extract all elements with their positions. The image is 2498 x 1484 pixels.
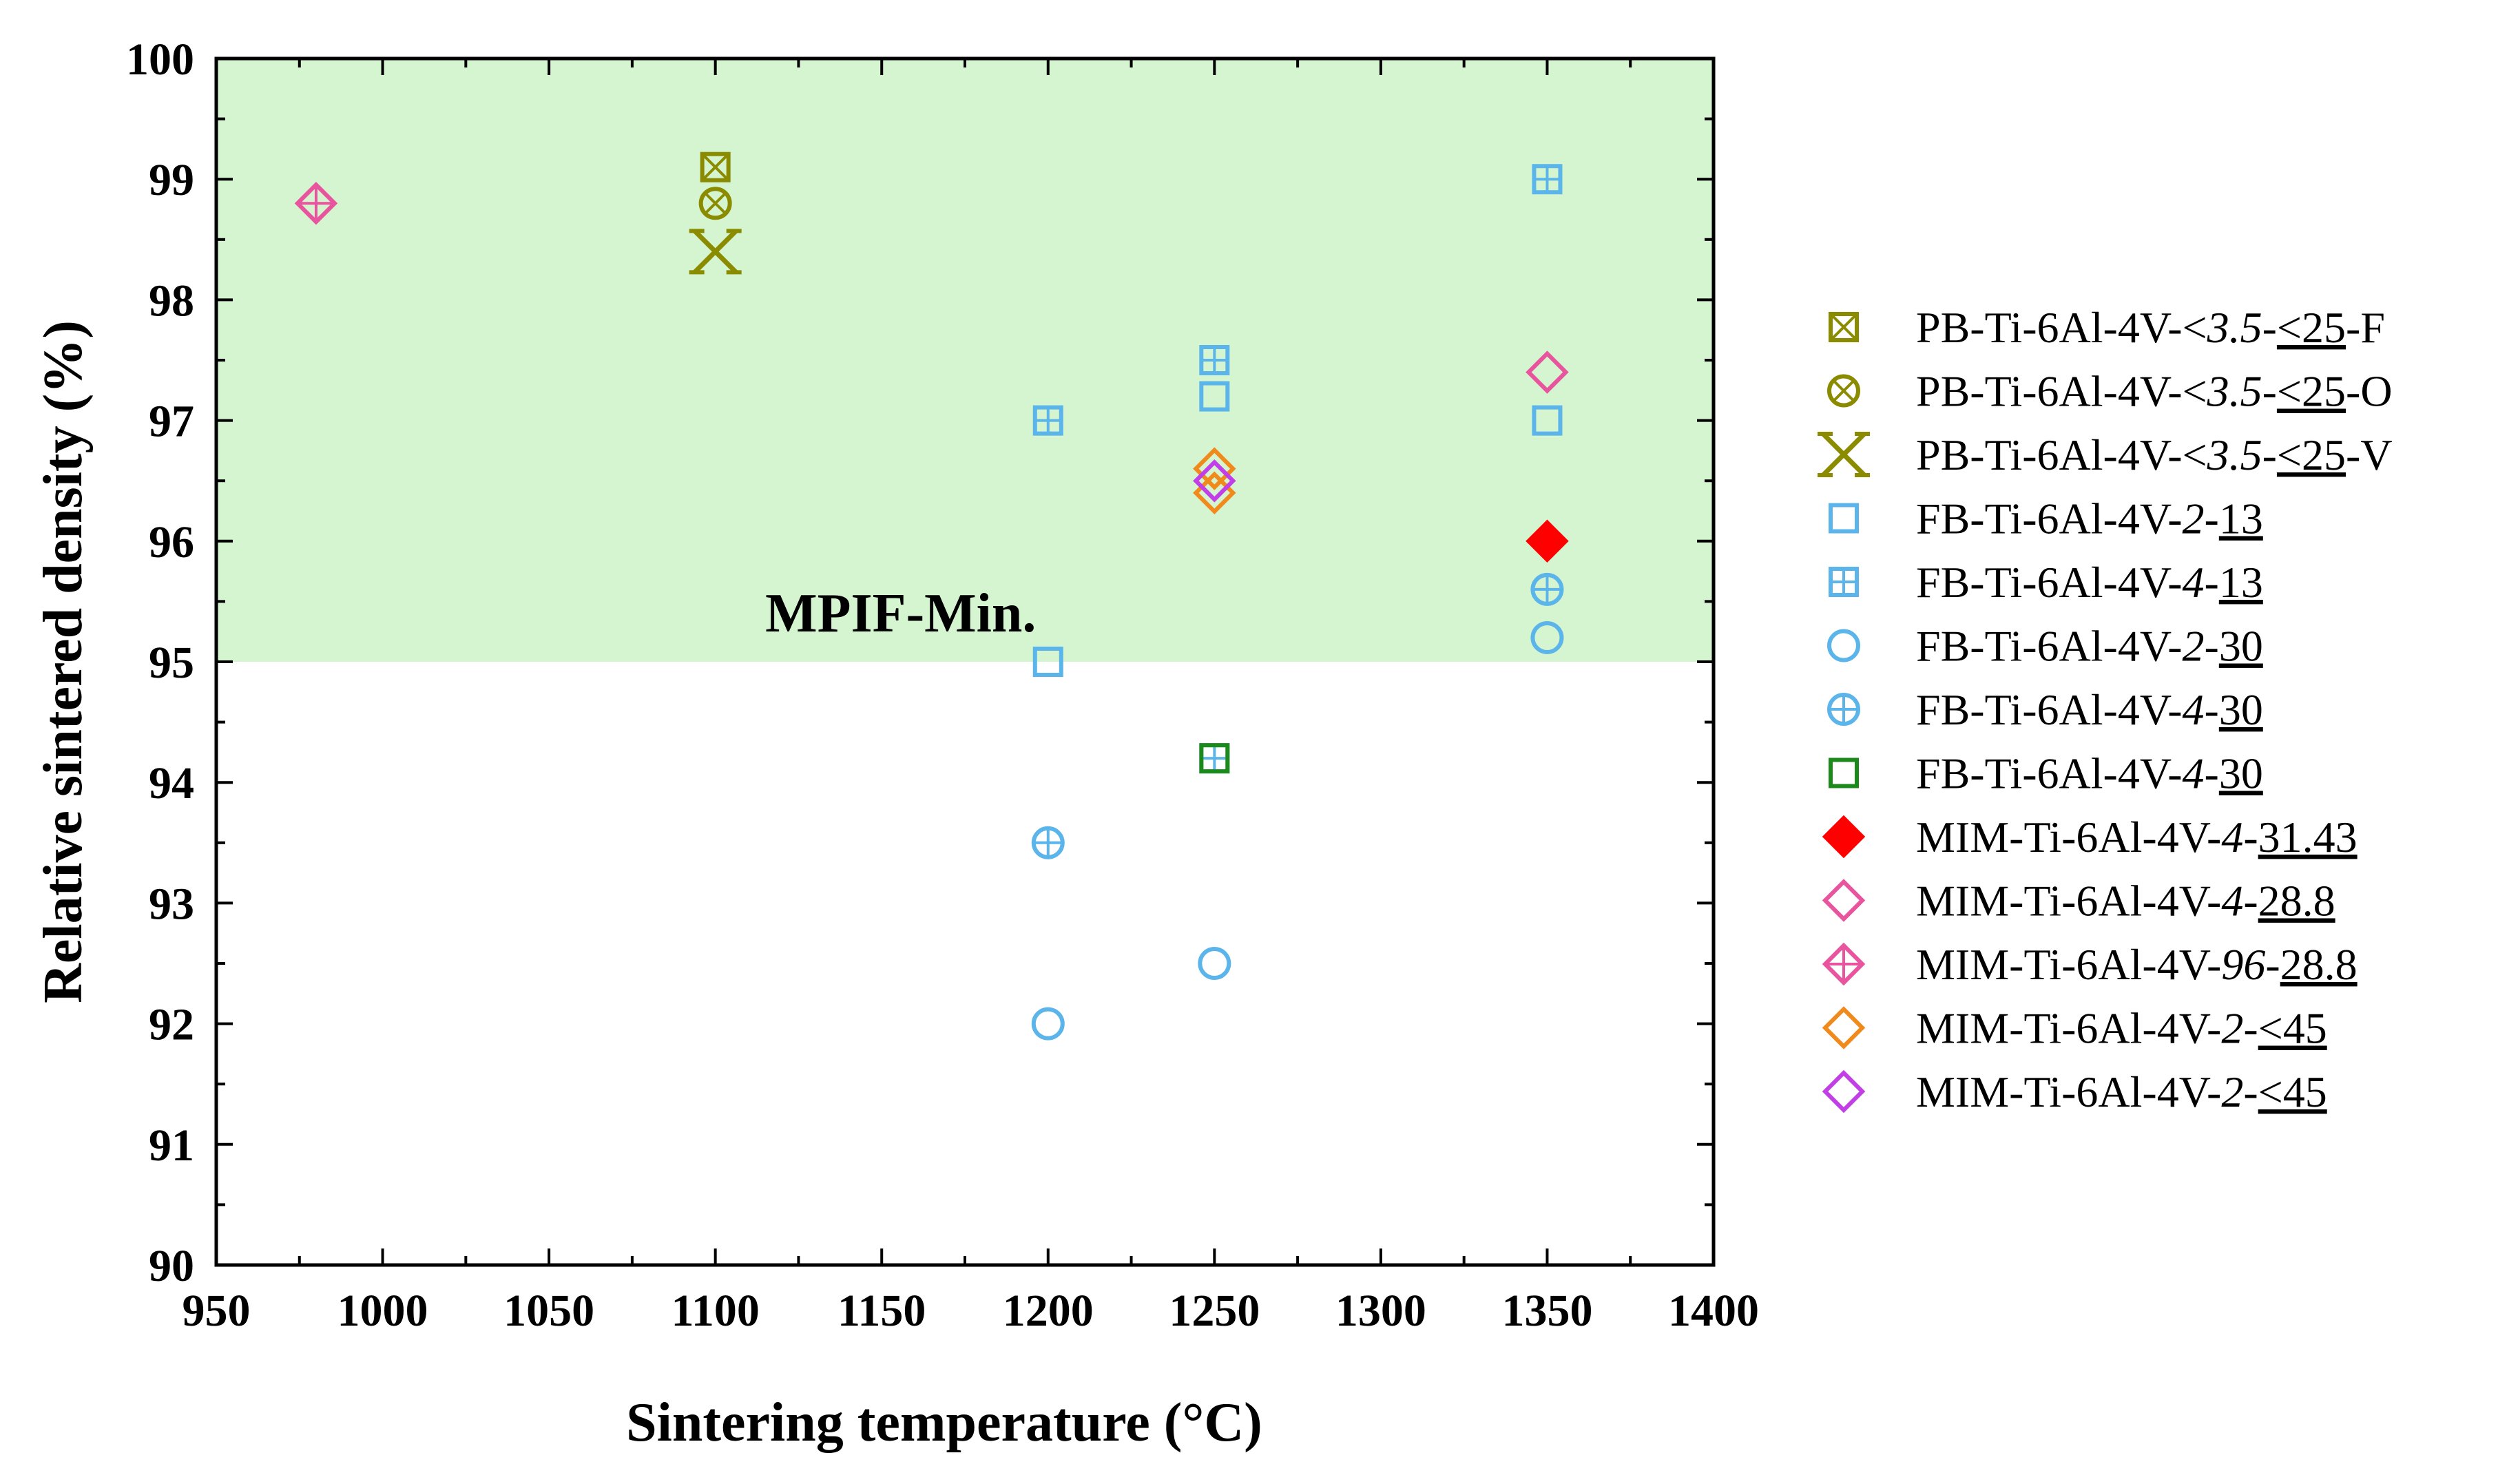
x-tick-label: 1150 (837, 1286, 926, 1336)
y-tick-label: 96 (149, 517, 194, 567)
legend-marker (1822, 815, 1866, 859)
x-tick-label: 950 (183, 1286, 251, 1336)
data-point-series-12 (1193, 459, 1236, 503)
data-point-series-4 (1199, 345, 1230, 375)
legend-marker (1818, 432, 1870, 477)
x-tick-label: 1050 (503, 1286, 594, 1336)
legend-label: FB-Ti-6Al-4V-2-30 (1916, 622, 2263, 671)
legend-item: MIM-Ti-6Al-4V-2-<45 (1822, 1004, 2327, 1053)
legend-item: FB-Ti-6Al-4V-2-30 (1827, 622, 2263, 671)
x-axis-title: Sintering temperature (°C) (626, 1392, 1262, 1453)
legend-label: PB-Ti-6Al-4V-<3.5-<25-V (1916, 430, 2393, 479)
data-point-series-4 (1199, 743, 1230, 774)
legend-marker (1822, 1006, 1866, 1049)
legend-marker (1822, 879, 1866, 922)
data-point-series-2 (689, 229, 742, 275)
legend-marker (1829, 567, 1859, 597)
data-point-series-6 (1530, 572, 1564, 606)
legend-item: MIM-Ti-6Al-4V-4-31.43 (1822, 813, 2358, 861)
data-point-series-6 (1031, 826, 1065, 859)
legend-label: MIM-Ti-6Al-4V-96-28.8 (1916, 940, 2358, 989)
data-point-series-3 (1532, 405, 1563, 436)
data-point-series-0 (700, 151, 731, 182)
x-tick-label: 1300 (1335, 1286, 1426, 1336)
legend-marker (1822, 1069, 1866, 1114)
y-tick-label: 97 (149, 397, 194, 447)
data-point-series-8 (1526, 519, 1569, 563)
legend-item: PB-Ti-6Al-4V-<3.5-<25-O (1827, 367, 2393, 416)
legend-marker (1822, 942, 1866, 986)
y-tick-label: 99 (149, 155, 194, 205)
data-point-series-11 (1193, 447, 1236, 490)
legend-item: PB-Ti-6Al-4V-<3.5-<25-F (1829, 303, 2385, 352)
y-tick-label: 100 (126, 34, 194, 85)
legend-label: FB-Ti-6Al-4V-4-13 (1916, 558, 2263, 607)
legend: PB-Ti-6Al-4V-<3.5-<25-F PB-Ti-6Al-4V-<3.5… (1818, 303, 2393, 1116)
y-tick-label: 91 (149, 1120, 194, 1171)
legend-marker (1829, 312, 1859, 342)
data-point-series-9 (1526, 351, 1569, 394)
legend-item: FB-Ti-6Al-4V-4-13 (1829, 558, 2263, 607)
legend-marker (1827, 374, 1860, 408)
legend-item: MIM-Ti-6Al-4V-96-28.8 (1822, 940, 2358, 989)
legend-item: PB-Ti-6Al-4V-<3.5-<25-V (1818, 430, 2393, 479)
data-point-series-5 (1198, 947, 1231, 980)
mpif-min-label: MPIF-Min. (765, 583, 1036, 644)
legend-label: FB-Ti-6Al-4V-4-30 (1916, 749, 2263, 798)
y-tick-label: 94 (149, 758, 194, 808)
legend-label: PB-Ti-6Al-4V-<3.5-<25-F (1916, 303, 2385, 352)
x-tick-label: 1250 (1169, 1286, 1260, 1336)
data-point-series-3 (1199, 381, 1230, 412)
x-tick-label: 1100 (671, 1286, 759, 1336)
data-point-series-5 (1031, 1007, 1065, 1041)
data-point-series-5 (1530, 620, 1564, 654)
plot-frame (214, 56, 1716, 1267)
legend-marker (1827, 693, 1860, 726)
legend-label: MIM-Ti-6Al-4V-4-28.8 (1916, 877, 2335, 926)
legend-label: FB-Ti-6Al-4V-2-13 (1916, 494, 2263, 543)
legend-item: MIM-Ti-6Al-4V-4-28.8 (1822, 877, 2335, 926)
data-point-series-1 (698, 187, 732, 220)
x-tick-label: 1350 (1501, 1286, 1592, 1336)
legend-marker (1829, 757, 1859, 788)
data-point-series-4 (1032, 405, 1063, 436)
legend-marker (1829, 503, 1859, 534)
y-tick-label: 90 (149, 1241, 194, 1291)
data-point-series-10 (294, 181, 338, 225)
mpif-min-shaded-region (216, 59, 1714, 662)
data-points (294, 151, 1569, 1041)
data-point-series-7 (1199, 743, 1230, 774)
legend-label: MIM-Ti-6Al-4V-2-<45 (1916, 1004, 2327, 1053)
legend-label: MIM-Ti-6Al-4V-2-<45 (1916, 1067, 2327, 1116)
legend-label: FB-Ti-6Al-4V-4-30 (1916, 685, 2263, 734)
y-tick-label: 95 (149, 638, 194, 688)
legend-item: FB-Ti-6Al-4V-4-30 (1829, 749, 2263, 798)
axis-ticks: 950 1000 1050 1100 1150 1200 1250 1300 1350 1400 9… (126, 34, 1759, 1336)
legend-item: MIM-Ti-6Al-4V-2-<45 (1822, 1067, 2327, 1116)
x-tick-label: 1000 (337, 1286, 428, 1336)
x-tick-label: 1400 (1668, 1286, 1759, 1336)
data-point-series-3 (1032, 647, 1063, 677)
legend-item: FB-Ti-6Al-4V-4-30 (1827, 685, 2263, 734)
y-axis-title: Relative sintered density (%) (33, 320, 94, 1003)
legend-label: MIM-Ti-6Al-4V-4-31.43 (1916, 813, 2358, 861)
data-point-series-4 (1532, 164, 1563, 195)
legend-label: PB-Ti-6Al-4V-<3.5-<25-O (1916, 367, 2393, 416)
y-tick-label: 92 (149, 1000, 194, 1050)
legend-marker (1827, 629, 1860, 662)
y-tick-label: 93 (149, 879, 194, 929)
x-tick-label: 1200 (1003, 1286, 1094, 1336)
y-tick-label: 98 (149, 275, 194, 326)
legend-item: FB-Ti-6Al-4V-2-13 (1829, 494, 2263, 543)
